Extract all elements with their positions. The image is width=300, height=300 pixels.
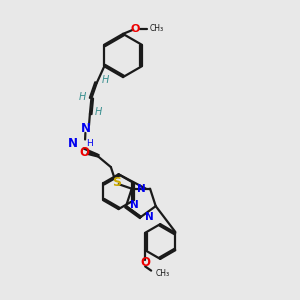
Text: S: S <box>112 176 121 189</box>
Text: N: N <box>130 200 139 210</box>
Text: N: N <box>68 137 78 151</box>
Text: H: H <box>95 107 102 118</box>
Text: N: N <box>145 212 154 223</box>
Text: CH₃: CH₃ <box>150 24 164 33</box>
Text: O: O <box>140 256 150 269</box>
Text: N: N <box>80 122 90 135</box>
Text: H: H <box>86 140 93 148</box>
Text: CH₃: CH₃ <box>156 269 170 278</box>
Text: H: H <box>102 75 109 85</box>
Text: O: O <box>131 23 140 34</box>
Text: N: N <box>137 184 146 194</box>
Text: O: O <box>79 146 89 160</box>
Text: H: H <box>79 92 87 102</box>
